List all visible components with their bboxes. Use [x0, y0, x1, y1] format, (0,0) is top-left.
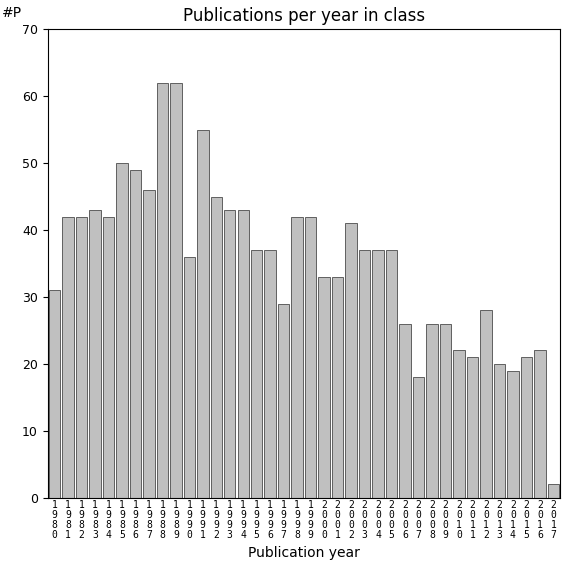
- Bar: [440, 324, 451, 498]
- Bar: [210, 197, 222, 498]
- Bar: [305, 217, 316, 498]
- Bar: [224, 210, 235, 498]
- Bar: [264, 250, 276, 498]
- Bar: [89, 210, 101, 498]
- Bar: [332, 277, 344, 498]
- X-axis label: Publication year: Publication year: [248, 546, 360, 560]
- Bar: [319, 277, 330, 498]
- Bar: [49, 290, 60, 498]
- Bar: [251, 250, 263, 498]
- Bar: [238, 210, 249, 498]
- Bar: [291, 217, 303, 498]
- Bar: [359, 250, 370, 498]
- Bar: [548, 484, 559, 498]
- Bar: [103, 217, 114, 498]
- Bar: [494, 364, 505, 498]
- Bar: [116, 163, 128, 498]
- Bar: [156, 83, 168, 498]
- Bar: [76, 217, 87, 498]
- Bar: [386, 250, 397, 498]
- Bar: [184, 257, 195, 498]
- Bar: [413, 377, 424, 498]
- Bar: [453, 350, 465, 498]
- Bar: [534, 350, 545, 498]
- Bar: [345, 223, 357, 498]
- Bar: [197, 130, 209, 498]
- Y-axis label: #P: #P: [2, 6, 22, 20]
- Bar: [507, 371, 519, 498]
- Bar: [521, 357, 532, 498]
- Bar: [426, 324, 438, 498]
- Bar: [480, 310, 492, 498]
- Bar: [399, 324, 411, 498]
- Bar: [130, 170, 141, 498]
- Title: Publications per year in class: Publications per year in class: [183, 7, 425, 25]
- Bar: [373, 250, 384, 498]
- Bar: [62, 217, 74, 498]
- Bar: [143, 190, 155, 498]
- Bar: [467, 357, 478, 498]
- Bar: [278, 304, 289, 498]
- Bar: [170, 83, 181, 498]
